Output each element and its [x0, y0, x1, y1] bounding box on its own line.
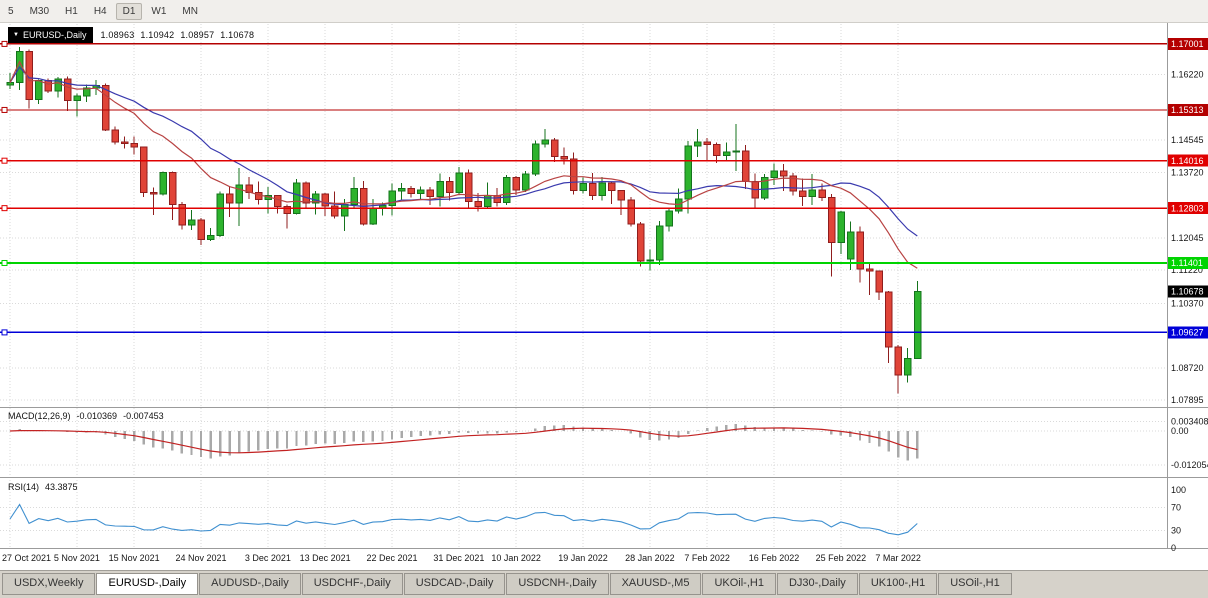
macd-main-value: -0.010369 — [76, 411, 118, 421]
ma-fast-line — [9, 60, 918, 269]
macd-axis-label: 0.00 — [1171, 426, 1189, 436]
price-axis-label: 1.16220 — [1171, 69, 1204, 79]
hline-price-badge-text: 1.09627 — [1171, 328, 1204, 338]
date-axis-label: 10 Jan 2022 — [491, 553, 541, 563]
hline-price-badge — [1168, 154, 1208, 167]
hline-handle[interactable] — [1, 157, 8, 164]
chart-tab-usdchf-daily[interactable]: USDCHF-,Daily — [301, 573, 403, 595]
hline-price-badge — [1168, 256, 1208, 269]
chart-tab-eurusd-daily[interactable]: EURUSD-,Daily — [96, 573, 199, 595]
price-axis-label: 1.07895 — [1171, 395, 1204, 405]
symbol-label: EURUSD-,Daily — [22, 30, 87, 40]
ohlc-readout: 1.08963 1.10942 1.08957 1.10678 — [100, 30, 254, 40]
macd-signal-value: -0.007453 — [123, 411, 164, 421]
hline-handle[interactable] — [1, 106, 8, 113]
rsi-axis-label: 0 — [1171, 543, 1176, 553]
hline-price-badge — [1168, 103, 1208, 116]
grid-lines — [0, 24, 1167, 548]
price-axis-label: 1.12045 — [1171, 233, 1204, 243]
hline-price-badge — [1168, 202, 1208, 215]
hline-price-badge — [1168, 326, 1208, 339]
date-axis-label: 16 Feb 2022 — [749, 553, 800, 563]
rsi-value: 43.3875 — [45, 482, 78, 492]
hline-price-badge-text: 1.15313 — [1171, 105, 1204, 115]
date-axis-label: 7 Mar 2022 — [875, 553, 921, 563]
candles — [6, 47, 922, 394]
date-axis-label: 22 Dec 2021 — [366, 553, 417, 563]
hline-price-badge-text: 1.17001 — [1171, 39, 1204, 49]
macd-signal-line — [9, 427, 918, 454]
date-axis-label: 28 Jan 2022 — [625, 553, 675, 563]
hline-handle[interactable] — [1, 259, 8, 266]
rsi-name: RSI(14) — [8, 482, 40, 492]
date-axis-label: 27 Oct 2021 — [2, 553, 51, 563]
macd-axis-label: -0.012054 — [1171, 460, 1208, 470]
chart-tab-usdx-weekly[interactable]: USDX,Weekly — [2, 573, 96, 595]
timeframe-button-w1[interactable]: W1 — [151, 5, 167, 17]
price-axis-label: 1.14545 — [1171, 135, 1204, 145]
chart-tab-xauusd-m5[interactable]: XAUUSD-,M5 — [609, 573, 702, 595]
pane-separators — [0, 22, 1208, 549]
macd-indicator-label: MACD(12,26,9) -0.010369 -0.007453 — [8, 411, 164, 421]
timeframe-toolbar: 5 M30 H1 H4 D1 W1 MN — [0, 0, 1208, 23]
timeframe-button-h1[interactable]: H1 — [65, 5, 78, 17]
symbol-selector[interactable]: ▼ EURUSD-,Daily — [8, 27, 94, 43]
macd-histogram — [18, 424, 919, 461]
price-axis-label: 1.13720 — [1171, 167, 1204, 177]
price-axis-label: 1.08720 — [1171, 363, 1204, 373]
date-axis-label: 15 Nov 2021 — [109, 553, 160, 563]
hline-price-badge-text: 1.14016 — [1171, 156, 1204, 166]
current-price-badge — [1168, 285, 1208, 298]
hline-handle[interactable] — [1, 329, 8, 336]
date-axis-label: 25 Feb 2022 — [816, 553, 867, 563]
date-axis-label: 19 Jan 2022 — [558, 553, 608, 563]
dropdown-triangle-icon: ▼ — [13, 32, 19, 38]
hline-handle[interactable] — [1, 40, 8, 47]
hline-handle[interactable] — [1, 205, 8, 212]
macd-name: MACD(12,26,9) — [8, 411, 71, 421]
date-axis-label: 3 Dec 2021 — [245, 553, 291, 563]
current-price-badge-text: 1.10678 — [1171, 286, 1204, 296]
ohlc-low: 1.08957 — [180, 30, 215, 40]
chart-tab-ukoil-h1[interactable]: UKOil-,H1 — [702, 573, 776, 595]
chart-tab-usoil-h1[interactable]: USOil-,H1 — [938, 573, 1012, 595]
macd-axis-label: 0.003408 — [1171, 416, 1208, 426]
ohlc-high: 1.10942 — [140, 30, 175, 40]
rsi-indicator-label: RSI(14) 43.3875 — [8, 482, 78, 492]
ohlc-close: 1.10678 — [220, 30, 255, 40]
hline-price-badge-text: 1.11401 — [1171, 258, 1203, 268]
hline-price-badge-text: 1.12803 — [1171, 203, 1204, 213]
chart-tab-usdcnh-daily[interactable]: USDCNH-,Daily — [506, 573, 609, 595]
chart-tabs: USDX,Weekly EURUSD-,Daily AUDUSD-,Daily USD… — [0, 570, 1208, 598]
date-axis-label: 24 Nov 2021 — [175, 553, 226, 563]
chart-tab-dj30-daily[interactable]: DJ30-,Daily — [776, 573, 858, 595]
chart-tab-uk100-h1[interactable]: UK100-,H1 — [858, 573, 938, 595]
timeframe-button-h4[interactable]: H4 — [93, 5, 107, 17]
timeframe-button-5[interactable]: 5 — [8, 5, 14, 17]
price-axis-label: 1.10370 — [1171, 298, 1204, 308]
chart-title-row: ▼ EURUSD-,Daily 1.08963 1.10942 1.08957 … — [8, 27, 254, 43]
date-axis-label: 5 Nov 2021 — [54, 553, 100, 563]
ma-slow-line — [9, 65, 918, 237]
date-axis-label: 13 Dec 2021 — [300, 553, 351, 563]
rsi-axis-label: 30 — [1171, 526, 1181, 536]
rsi-axis-label: 70 — [1171, 502, 1181, 512]
date-axis-label: 31 Dec 2021 — [433, 553, 484, 563]
price-chart-canvas[interactable]: 1.16220 1.14545 1.13720 1.12045 1.11220 1.103… — [0, 0, 1208, 570]
ohlc-open: 1.08963 — [100, 30, 135, 40]
price-axis-label: 1.11220 — [1171, 265, 1203, 275]
hline-price-badge — [1168, 37, 1208, 50]
rsi-line — [9, 503, 918, 536]
chart-tab-usdcad-daily[interactable]: USDCAD-,Daily — [403, 573, 506, 595]
timeframe-button-mn[interactable]: MN — [182, 5, 198, 17]
date-axis-label: 7 Feb 2022 — [684, 553, 730, 563]
timeframe-button-m30[interactable]: M30 — [29, 5, 50, 17]
rsi-axis-label: 100 — [1171, 485, 1186, 495]
chart-tab-audusd-daily[interactable]: AUDUSD-,Daily — [199, 573, 301, 595]
timeframe-button-d1[interactable]: D1 — [115, 2, 143, 20]
